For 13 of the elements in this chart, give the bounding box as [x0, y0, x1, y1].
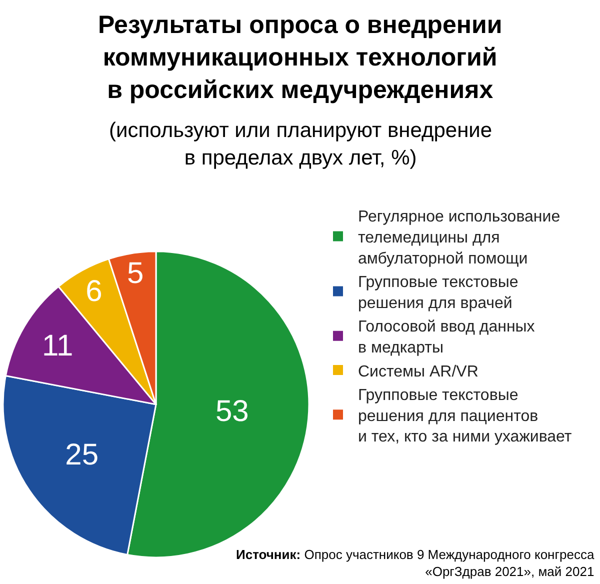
chart-subtitle: (используют или планируют внедрение в пределах двух лет, %)	[109, 119, 492, 170]
data-label: 11	[42, 330, 74, 363]
legend-label: Групповые текстовые решения для пациентов и тех, кто за ними ухаживает	[358, 387, 572, 446]
legend-label: Групповые текстовые решения для врачей	[358, 274, 518, 312]
chart-title: Результаты опроса о внедрении коммуникационных технологий в российских медучреждениях	[98, 11, 502, 104]
legend-label: Регулярное использование телемедицины для амбулаторной помощи	[358, 208, 560, 268]
legend-label: Голосовой ввод данных в медкарты	[358, 318, 535, 356]
legend-label: Системы AR/VR	[358, 363, 478, 380]
data-label: 53	[215, 395, 249, 428]
text: Источник: Опрос участников 9 Международного конгресса «ОргЗдрав 2021», май 2021	[236, 547, 595, 579]
data-label: 5	[126, 257, 144, 290]
data-label: 25	[65, 438, 99, 472]
data-label: 6	[86, 275, 102, 308]
